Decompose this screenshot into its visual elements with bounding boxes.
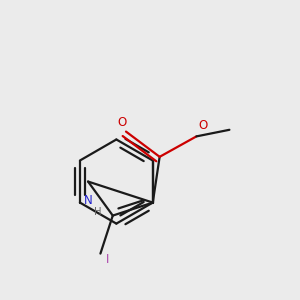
Text: O: O <box>199 119 208 132</box>
Text: H: H <box>94 207 102 217</box>
Text: I: I <box>106 253 110 266</box>
Text: O: O <box>117 116 126 130</box>
Text: N: N <box>84 194 92 207</box>
